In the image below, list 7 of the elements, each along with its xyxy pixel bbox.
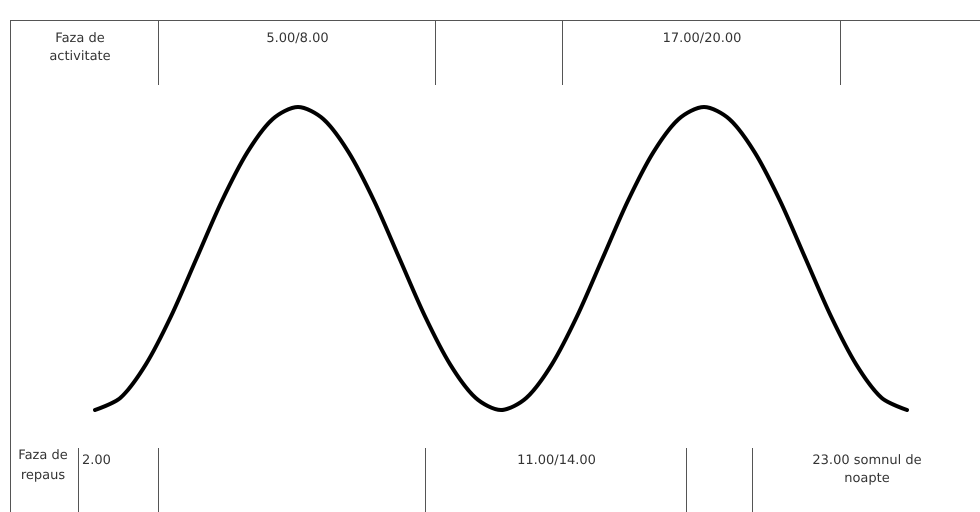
- text: 23.00 somnul de noapte: [811, 452, 923, 488]
- text: Faza de repaus: [18, 447, 68, 485]
- text: Faza de activitate: [48, 30, 112, 66]
- text: 5.00/8.00: [265, 30, 330, 48]
- text: 11.00/14.00: [516, 452, 597, 470]
- text: 17.00/20.00: [662, 30, 742, 48]
- text: 2.00: [82, 452, 112, 470]
